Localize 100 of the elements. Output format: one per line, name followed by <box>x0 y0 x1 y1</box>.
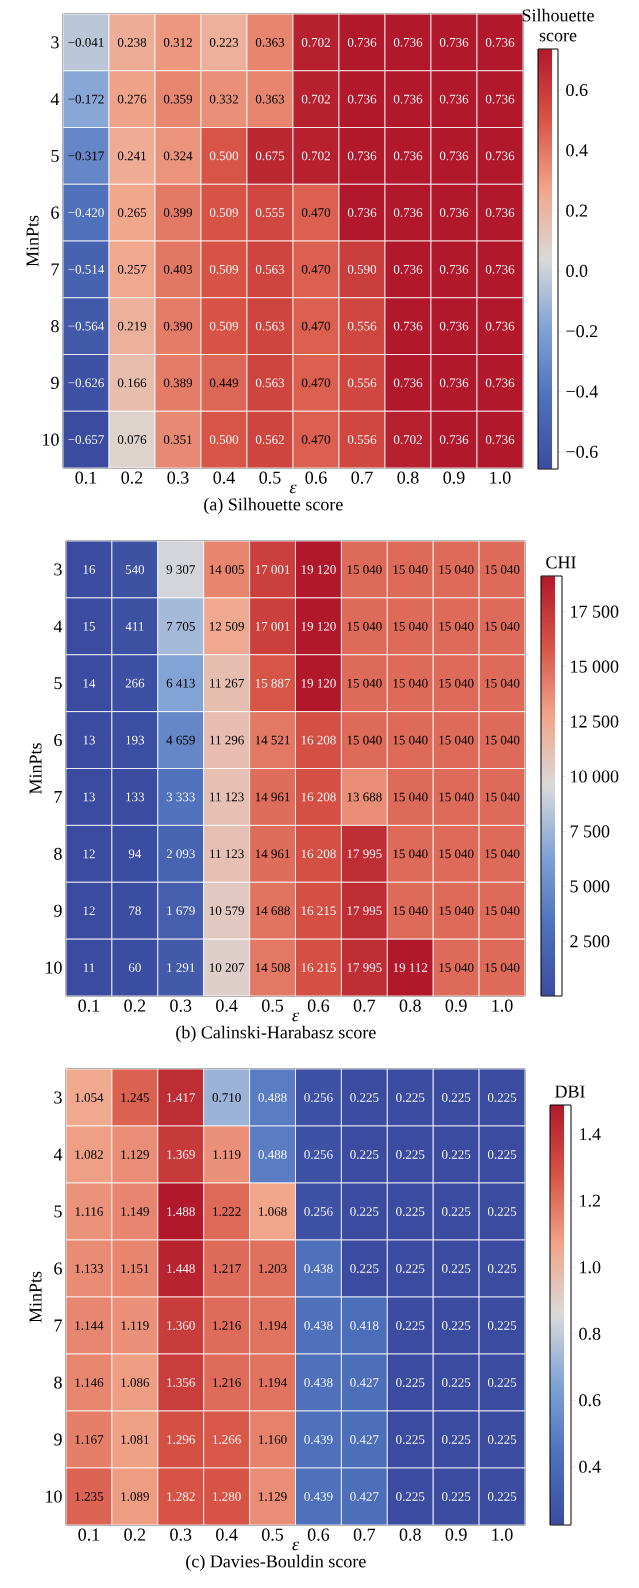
data-label: 0.736 <box>439 378 469 388</box>
data-label: 0.225 <box>487 1093 517 1102</box>
data-label: 0.166 <box>117 378 147 388</box>
data-label: 0.470 <box>301 435 331 445</box>
data-label: 0.736 <box>485 435 515 445</box>
data-label: 0.702 <box>301 37 330 47</box>
data-label: 1.146 <box>75 1378 104 1387</box>
y-tick-label: 10 <box>46 1490 62 1503</box>
data-label: 0.509 <box>209 321 239 331</box>
data-label: 0.225 <box>396 1150 425 1159</box>
data-label: 3 333 <box>166 792 195 802</box>
data-label: 16 <box>83 565 96 574</box>
data-label: 15 040 <box>439 678 474 688</box>
data-label: 15 040 <box>485 621 520 631</box>
data-label: 1.216 <box>213 1378 241 1387</box>
data-label: 14 688 <box>255 906 290 916</box>
data-label: 17 995 <box>347 906 382 916</box>
data-label: 0.225 <box>396 1321 425 1330</box>
data-label: 12 <box>83 849 95 859</box>
data-label: 0.736 <box>347 151 377 161</box>
data-label: 0.500 <box>209 151 239 161</box>
y-axis-title: MinPts <box>26 215 39 267</box>
color-bar-label: 10 000 <box>571 770 619 783</box>
data-label: −0.514 <box>68 264 105 274</box>
data-label: 1.089 <box>121 1492 149 1501</box>
x-tick-label: 0.9 <box>443 471 465 484</box>
data-label: 14 005 <box>209 565 244 574</box>
data-label: 15 <box>83 621 95 631</box>
x-tick-label: 0.1 <box>78 999 100 1012</box>
data-label: 1.194 <box>259 1321 287 1330</box>
data-label: 15 040 <box>393 792 428 802</box>
y-tick-label: 7 <box>54 791 62 803</box>
x-tick-label: 0.8 <box>399 999 421 1012</box>
data-label: 0.449 <box>209 378 239 388</box>
data-label: 11 123 <box>210 849 244 859</box>
data-label: 1.360 <box>167 1321 195 1330</box>
data-label: 15 040 <box>439 849 474 859</box>
data-label: 1.144 <box>75 1321 104 1330</box>
data-label: 94 <box>128 849 142 859</box>
data-label: 0.470 <box>301 264 331 274</box>
data-label: 1.119 <box>213 1150 241 1159</box>
y-tick-label: 9 <box>54 904 62 917</box>
data-label: 0.736 <box>393 378 423 388</box>
y-tick-label: 4 <box>53 620 63 633</box>
data-label: 0.556 <box>347 435 377 445</box>
data-label: −0.041 <box>68 37 104 47</box>
color-bar-label: −0.6 <box>566 445 598 458</box>
data-label: 0.556 <box>347 321 377 331</box>
data-label: 0.509 <box>209 264 239 274</box>
y-tick-label: 4 <box>50 93 60 106</box>
data-label: 0.736 <box>393 151 423 161</box>
data-label: 0.675 <box>255 151 285 161</box>
data-label: 0.225 <box>396 1207 425 1216</box>
x-tick-label: 1.0 <box>492 999 513 1012</box>
color-bar-label: 0.0 <box>566 264 588 278</box>
data-label: 1.133 <box>75 1264 104 1273</box>
data-label: 0.563 <box>255 378 285 388</box>
data-label: 0.256 <box>304 1207 333 1216</box>
data-label: 17 001 <box>255 621 290 631</box>
text: (b) Calinski-Harabasz score <box>176 1025 376 1043</box>
x-tick-label: 0.4 <box>213 471 235 484</box>
data-label: 0.555 <box>255 208 285 218</box>
data-label: 0.470 <box>301 208 331 218</box>
data-label: 0.563 <box>255 264 285 274</box>
x-tick-label: 0.6 <box>307 999 330 1012</box>
data-label: 15 040 <box>393 678 428 688</box>
data-label: 12 509 <box>209 621 244 631</box>
data-label: 15 040 <box>485 678 520 688</box>
x-axis-title: ε <box>289 484 297 494</box>
x-tick-label: 0.3 <box>170 999 192 1012</box>
data-label: 0.238 <box>117 37 147 47</box>
data-label: 17 995 <box>347 963 382 972</box>
x-tick-label: 0.9 <box>445 999 467 1012</box>
data-label: 60 <box>128 963 141 972</box>
color-bar-label: 0.4 <box>566 144 588 157</box>
data-label: 15 040 <box>485 849 520 859</box>
data-label: 0.225 <box>350 1150 379 1159</box>
data-label: 0.710 <box>212 1093 241 1102</box>
data-label: 1.369 <box>167 1150 195 1159</box>
data-label: 17 001 <box>255 565 290 574</box>
data-label: 13 <box>83 735 95 745</box>
data-label: 0.225 <box>442 1264 471 1273</box>
data-label: 16 215 <box>301 963 336 972</box>
color-bar-label: 1.2 <box>580 1194 601 1207</box>
data-label: 78 <box>129 906 141 916</box>
data-label: 19 112 <box>393 963 428 972</box>
data-label: 0.225 <box>487 1321 517 1330</box>
data-label: 1.417 <box>167 1093 195 1102</box>
data-label: 0.225 <box>396 1093 425 1102</box>
data-label: 14 961 <box>255 849 290 859</box>
data-label: 0.427 <box>350 1435 379 1444</box>
data-label: 411 <box>125 622 144 631</box>
data-label: 9 307 <box>166 565 195 574</box>
data-label: 0.702 <box>301 151 330 161</box>
color-bar-label: 12 500 <box>571 715 619 728</box>
data-label: 0.736 <box>439 435 469 445</box>
y-tick-label: 7 <box>54 1319 62 1332</box>
y-tick-label: 10 <box>46 961 62 974</box>
color-bar-label: 0.6 <box>579 1394 601 1407</box>
data-label: 0.736 <box>439 208 469 218</box>
